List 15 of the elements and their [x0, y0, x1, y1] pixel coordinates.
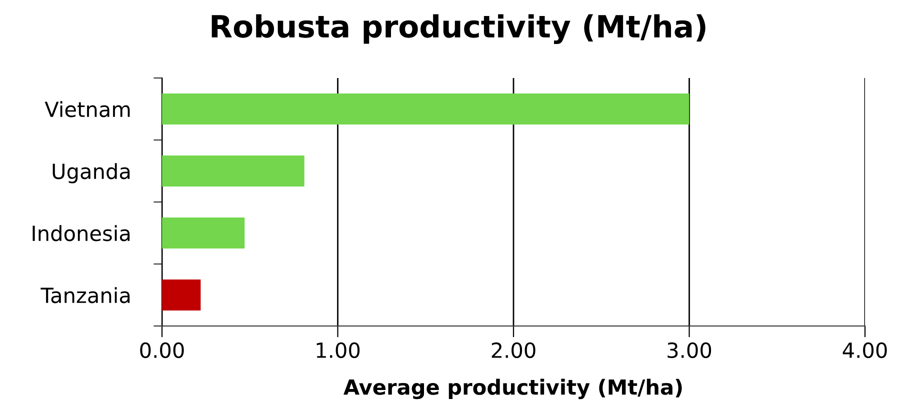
y-tick-label: Indonesia: [32, 225, 130, 242]
x-tick-label: 0.00: [140, 342, 184, 358]
x-tick-label: 2.00: [492, 342, 536, 358]
bar: [162, 218, 245, 248]
x-tick-label: 3.00: [668, 342, 712, 358]
chart-title: Robusta productivity (Mt/ha): [212, 14, 706, 44]
y-tick-label: Tanzania: [40, 287, 130, 304]
bar: [162, 94, 690, 124]
x-tick-label: 4.00: [842, 342, 887, 358]
y-tick-label: Uganda: [52, 163, 130, 184]
bar: [162, 156, 304, 186]
x-tick-label: 1.00: [316, 342, 360, 358]
bar: [162, 280, 201, 310]
x-axis-title: Average productivity (Mt/ha): [344, 378, 682, 400]
y-tick-label: Vietnam: [44, 101, 130, 118]
